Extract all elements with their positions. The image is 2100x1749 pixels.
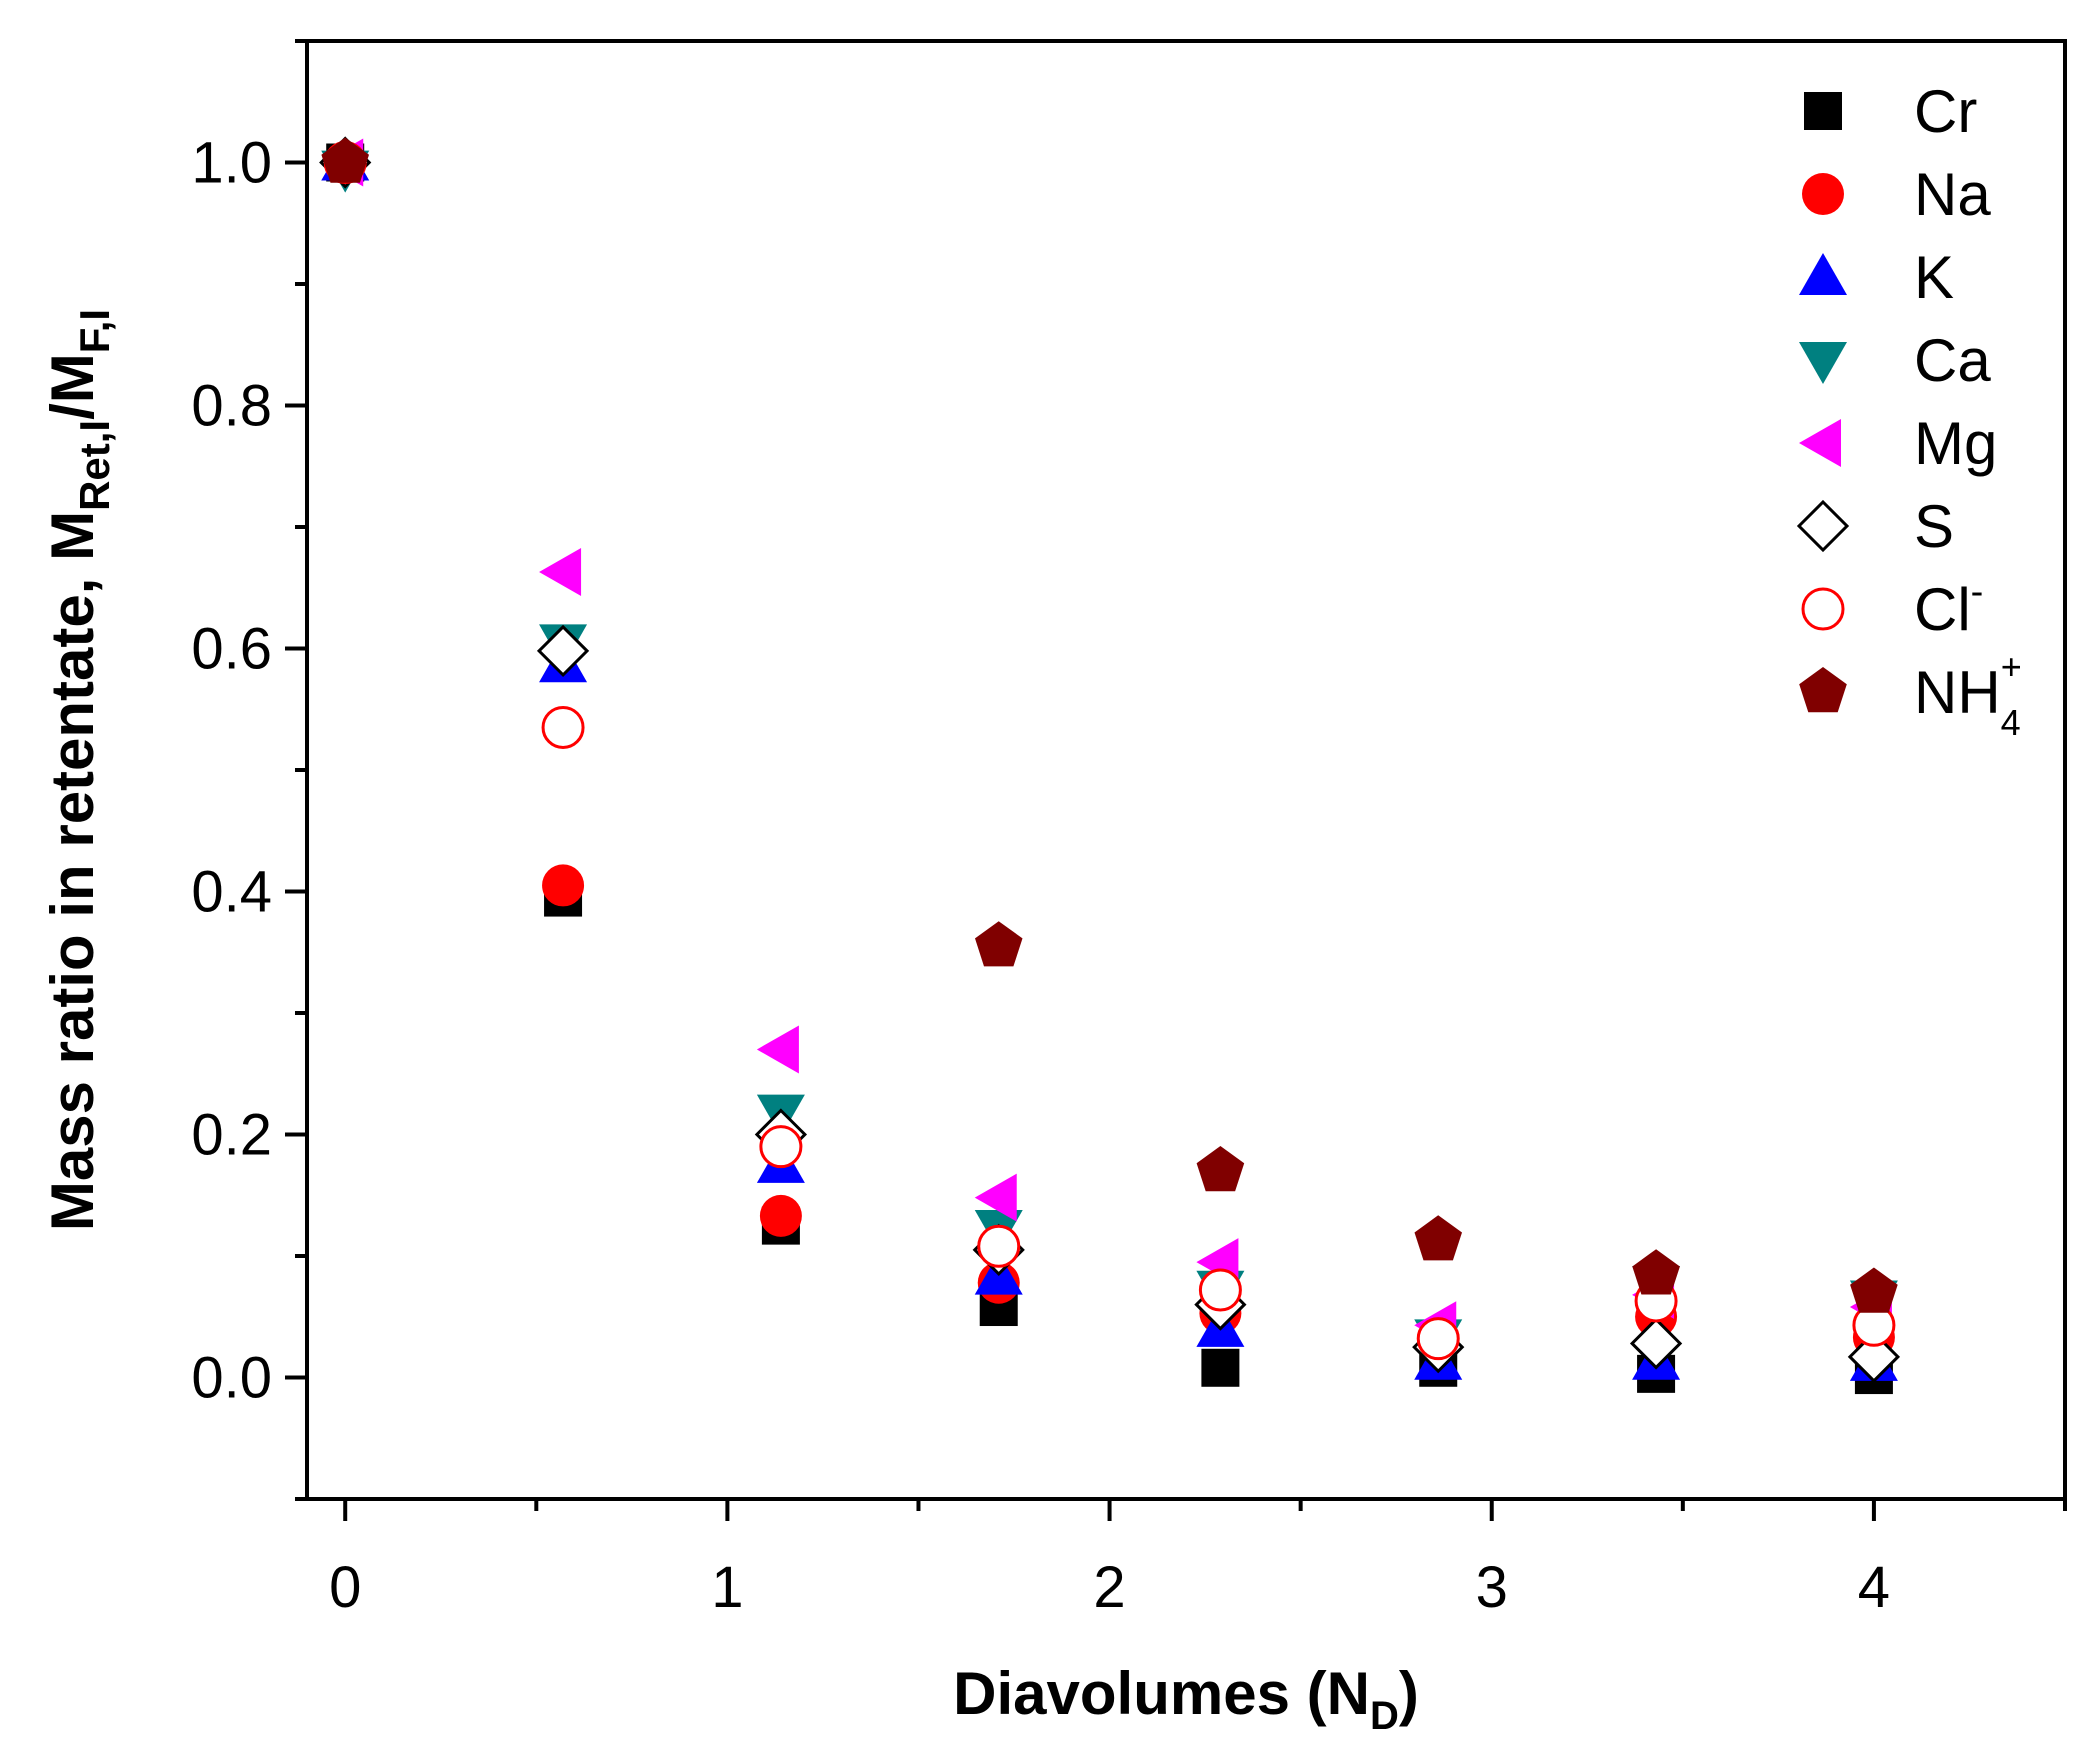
legend-label-nh: NH4+ [1914,646,2022,743]
data-point-cl [1198,1268,1242,1312]
y-tick-label: 0.8 [191,374,272,439]
legend-marker-ca [1799,342,1847,384]
legend-marker-cr [1804,92,1842,130]
legend-item-na: Na [1802,161,1991,228]
x-axis-title: Diavolumes (ND) [953,1660,1419,1738]
series-nh [321,137,1898,1313]
legend-item-cr: Cr [1804,78,1977,145]
x-axis: 0 1 2 3 4 [329,1499,2067,1620]
data-point-s [1629,1317,1683,1370]
legend-marker-mg [1799,419,1841,467]
x-tick-label: 1 [711,1555,743,1620]
legend-marker-nh [1799,667,1847,713]
x-tick-label: 4 [1858,1555,1890,1620]
legend-marker-cl [1801,587,1845,631]
legend-label-s: S [1914,493,1954,560]
data-point-nh [1632,1249,1680,1295]
legend-item-cl: Cl- [1801,571,1983,643]
data-point-nh [321,137,369,183]
data-point-nh [1196,1146,1245,1192]
legend-label-mg: Mg [1914,410,1997,477]
y-tick-label: 0.6 [191,617,272,682]
plot-area-frame [305,39,2067,1501]
data-point-na [759,1194,802,1237]
data-point-nh [1850,1267,1898,1313]
data-point-cr [1201,1348,1240,1387]
x-tick-label: 2 [1093,1555,1125,1620]
y-axis-title: Mass ratio in retentate, MRet,I/MF,I [39,309,118,1231]
data-point-s [1847,1330,1901,1383]
series-ca [321,150,1898,1362]
data-point-na [542,864,585,907]
data-markers [319,136,1901,1395]
legend-label-ca: Ca [1914,327,1991,394]
legend-label-na: Na [1914,161,1991,228]
series-s [319,136,1901,1383]
legend-label-k: K [1914,244,1954,311]
x-tick-label: 0 [329,1555,361,1620]
y-tick-label: 0.0 [191,1346,272,1411]
legend: Cr Na K Ca Mg S Cl-NH4+ [1796,78,2022,743]
data-point-mg [974,1173,1017,1222]
data-point-mg [756,1025,799,1074]
y-axis: 0.0 0.2 0.4 0.6 0.8 1.0 [191,39,307,1501]
legend-item-k: K [1799,244,1954,311]
legend-item-nh: NH4+ [1799,646,2022,743]
data-point-s [536,624,590,678]
legend-item-mg: Mg [1799,410,1997,477]
y-tick-label: 0.2 [191,1103,272,1168]
series-na [324,141,1895,1363]
data-point-cl [1416,1317,1460,1361]
legend-marker-s [1796,499,1850,553]
data-point-cl [977,1224,1021,1268]
data-point-mg [539,547,582,596]
legend-marker-na [1802,173,1844,215]
data-point-nh [1414,1215,1462,1261]
series-cl [323,141,1896,1361]
series-cr [326,143,1893,1395]
legend-marker-k [1799,253,1847,295]
y-tick-label: 0.4 [191,860,272,925]
y-tick-label: 1.0 [191,131,272,196]
data-point-nh [975,921,1023,967]
legend-item-ca: Ca [1799,327,1991,394]
legend-item-s: S [1796,493,1954,560]
legend-label-cl: Cl- [1914,571,1983,643]
legend-label-cr: Cr [1914,78,1977,145]
data-point-cl [541,705,585,749]
series-k [321,138,1898,1381]
x-tick-label: 3 [1476,1555,1508,1620]
data-point-cl [759,1125,803,1169]
